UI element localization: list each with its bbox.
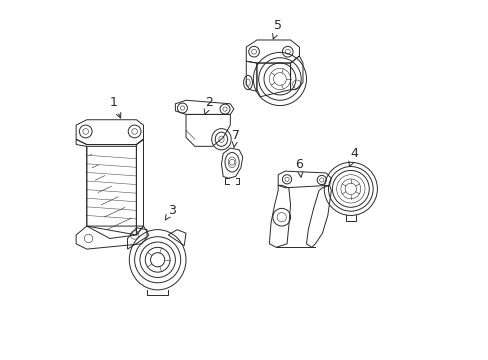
Text: 3: 3	[165, 204, 175, 220]
Text: 2: 2	[204, 95, 213, 114]
Text: 5: 5	[272, 19, 282, 39]
Text: 6: 6	[295, 158, 303, 177]
Text: 1: 1	[109, 95, 121, 118]
Text: 4: 4	[348, 147, 358, 167]
Text: 7: 7	[231, 129, 239, 148]
